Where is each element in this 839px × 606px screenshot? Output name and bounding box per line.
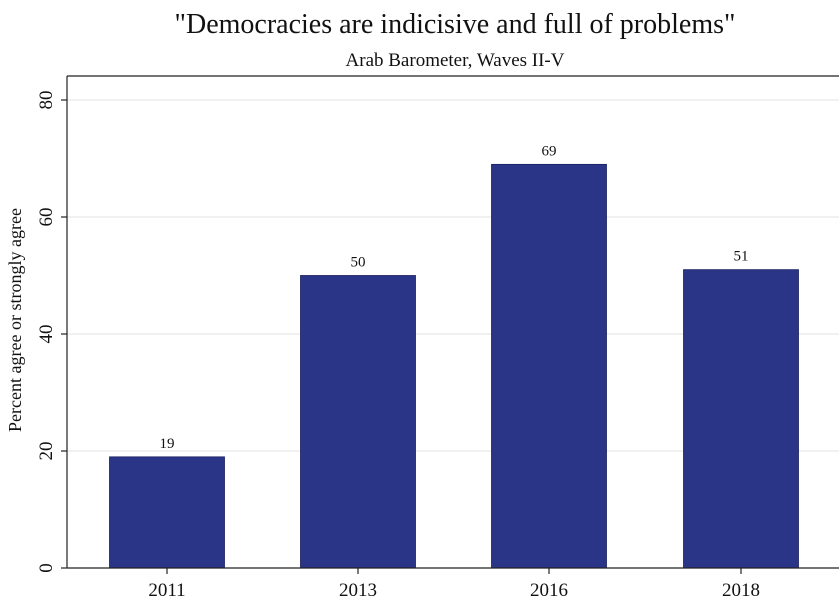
x-tick-label-2013: 2013 <box>339 580 377 601</box>
bar-2013 <box>300 275 416 569</box>
chart-subtitle: Arab Barometer, Waves II-V <box>346 50 565 71</box>
x-tick-label-2016: 2016 <box>530 580 568 601</box>
bar-2011 <box>109 456 225 569</box>
data-label-2011: 19 <box>160 436 175 452</box>
x-tick-label-2018: 2018 <box>722 580 760 601</box>
y-axis-label: Percent agree or strongly agree <box>5 208 25 432</box>
data-label-2013: 50 <box>351 255 366 271</box>
x-tick-label-2011: 2011 <box>148 580 185 601</box>
data-label-2018: 51 <box>734 249 749 265</box>
y-tick-label-80: 80 <box>36 91 57 110</box>
y-tick-label-0: 0 <box>36 563 57 573</box>
y-tick-label-40: 40 <box>36 325 57 344</box>
bars <box>109 163 799 569</box>
data-labels: 19 50 69 51 <box>160 143 749 452</box>
chart-title: "Democracies are indicisive and full of … <box>175 9 736 40</box>
bar-2016 <box>491 163 607 569</box>
y-tick-label-20: 20 <box>36 442 57 461</box>
bar-2018 <box>683 269 799 569</box>
tick-labels: 0 20 40 60 80 2011 2013 2016 2018 <box>36 91 760 602</box>
data-label-2016: 69 <box>542 143 557 159</box>
axes <box>61 75 839 574</box>
y-tick-label-60: 60 <box>36 208 57 227</box>
